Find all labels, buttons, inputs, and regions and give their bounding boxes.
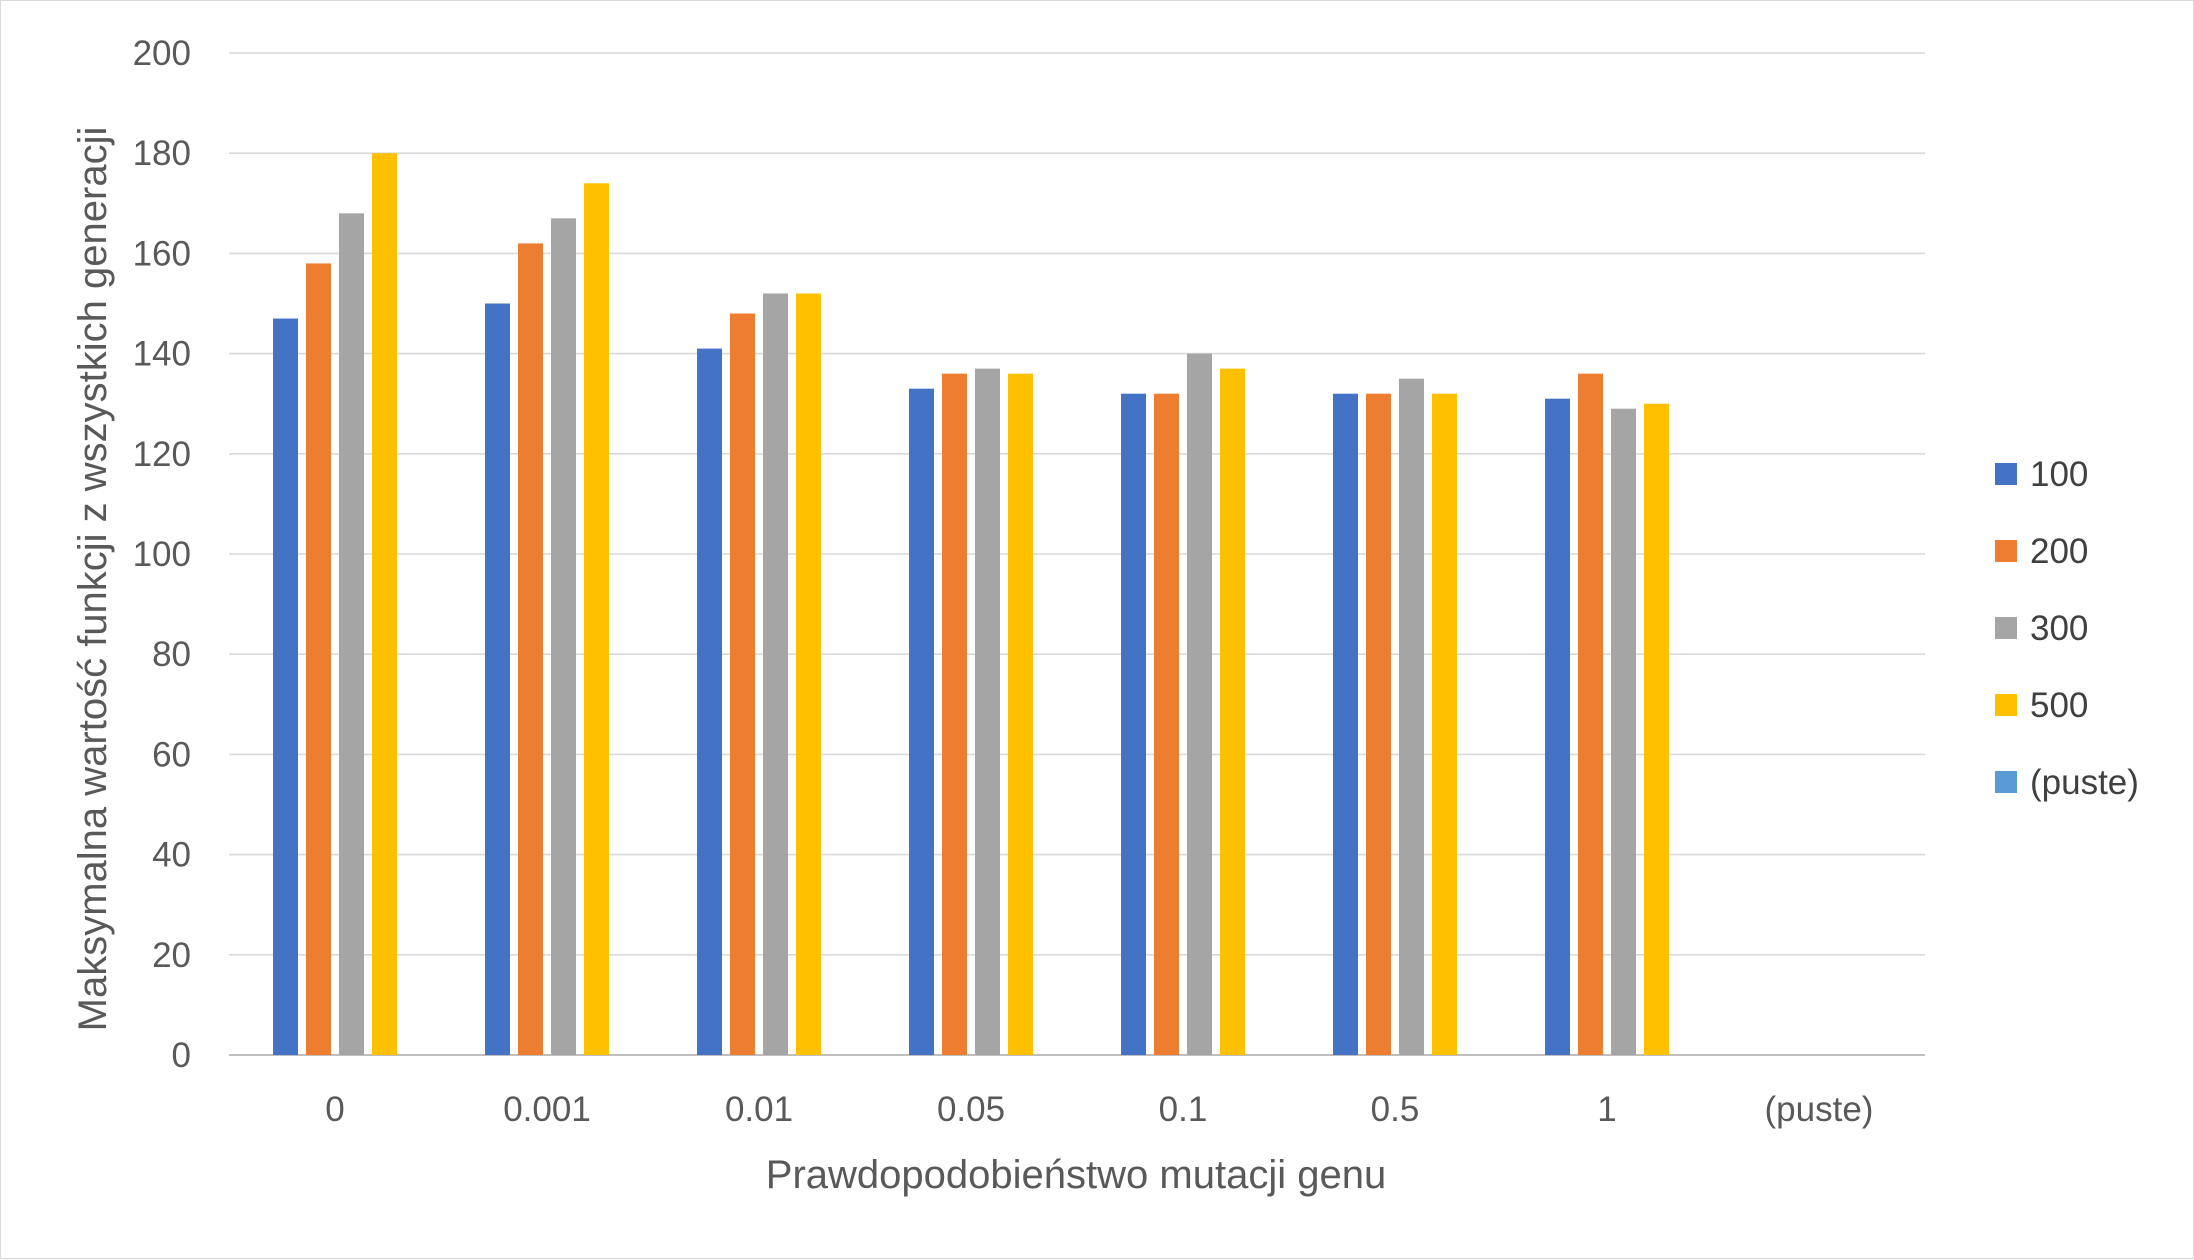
y-tick-label: 100 xyxy=(133,535,191,574)
bar-500-0.5 xyxy=(1432,393,1457,1055)
x-axis-ticks: 0 0.001 0.01 0.05 0.1 0.5 1 (puste) xyxy=(325,1090,1873,1129)
x-tick-label: 0.1 xyxy=(1159,1090,1208,1129)
bar-200-0.5 xyxy=(1366,393,1391,1055)
x-tick-label: 0.001 xyxy=(503,1090,591,1129)
y-tick-label: 140 xyxy=(133,335,191,374)
y-tick-label: 120 xyxy=(133,435,191,474)
y-tick-label: 60 xyxy=(152,735,191,774)
bar-300-0.1 xyxy=(1187,353,1212,1056)
x-tick-label: 0 xyxy=(325,1090,344,1129)
legend-swatch xyxy=(1995,463,2017,485)
bar-200-0.001 xyxy=(518,243,543,1055)
x-tick-label: 0.05 xyxy=(937,1090,1005,1129)
legend-label: 200 xyxy=(2030,532,2088,571)
bar-200-0.05 xyxy=(942,373,967,1055)
legend-item: 500 xyxy=(1995,686,2088,725)
bar-100-1 xyxy=(1545,398,1570,1055)
bar-500-0.1 xyxy=(1220,368,1245,1055)
x-tick-label: 0.01 xyxy=(725,1090,793,1129)
y-tick-label: 160 xyxy=(133,234,191,273)
legend-item: 200 xyxy=(1995,532,2088,571)
legend-item: 100 xyxy=(1995,455,2088,494)
gridlines xyxy=(229,52,1925,1056)
y-tick-label: 180 xyxy=(133,134,191,173)
bar-300-0.5 xyxy=(1399,378,1424,1055)
bars xyxy=(273,153,1669,1056)
bar-500-1 xyxy=(1644,403,1669,1055)
bar-300-0 xyxy=(339,213,364,1055)
bar-100-0.001 xyxy=(485,303,510,1055)
bar-300-0.01 xyxy=(763,293,788,1056)
bar-200-0 xyxy=(306,263,331,1055)
legend-label: (puste) xyxy=(2030,763,2139,802)
bar-100-0.01 xyxy=(697,348,722,1056)
y-tick-label: 20 xyxy=(152,936,191,975)
y-axis-ticks: 0 20 40 60 80 100 120 140 160 180 200 xyxy=(133,34,191,1075)
legend-item: 300 xyxy=(1995,609,2088,648)
x-tick-label: 1 xyxy=(1597,1090,1616,1129)
bar-500-0 xyxy=(372,153,397,1055)
x-tick-label: (puste) xyxy=(1765,1090,1874,1129)
bar-100-0.5 xyxy=(1333,393,1358,1055)
legend-swatch xyxy=(1995,771,2017,793)
bar-100-0.05 xyxy=(909,388,934,1055)
x-axis-title: Prawdopodobieństwo mutacji genu xyxy=(766,1153,1386,1197)
bar-200-0.1 xyxy=(1154,393,1179,1055)
bar-300-1 xyxy=(1611,408,1636,1056)
legend-swatch xyxy=(1995,694,2017,716)
legend-label: 100 xyxy=(2030,455,2088,494)
bar-200-0.01 xyxy=(730,313,755,1055)
bar-500-0.05 xyxy=(1008,373,1033,1055)
y-tick-label: 0 xyxy=(172,1036,191,1075)
legend-label: 300 xyxy=(2030,609,2088,648)
legend-label: 500 xyxy=(2030,686,2088,725)
bar-300-0.001 xyxy=(551,218,576,1055)
legend-swatch xyxy=(1995,540,2017,562)
legend: 100 200 300 500 (puste) xyxy=(1995,455,2139,802)
y-tick-label: 80 xyxy=(152,635,191,674)
y-tick-label: 40 xyxy=(152,836,191,875)
legend-swatch xyxy=(1995,617,2017,639)
x-tick-label: 0.5 xyxy=(1371,1090,1420,1129)
bar-500-0.001 xyxy=(584,183,609,1055)
y-tick-label: 200 xyxy=(133,34,191,73)
y-axis-title: Maksymalna wartość funkcji z wszystkich … xyxy=(71,127,115,1032)
legend-item: (puste) xyxy=(1995,763,2139,802)
bar-100-0 xyxy=(273,318,298,1055)
bar-100-0.1 xyxy=(1121,393,1146,1055)
bar-500-0.01 xyxy=(796,293,821,1056)
bar-200-1 xyxy=(1578,373,1603,1055)
bar-300-0.05 xyxy=(975,368,1000,1055)
